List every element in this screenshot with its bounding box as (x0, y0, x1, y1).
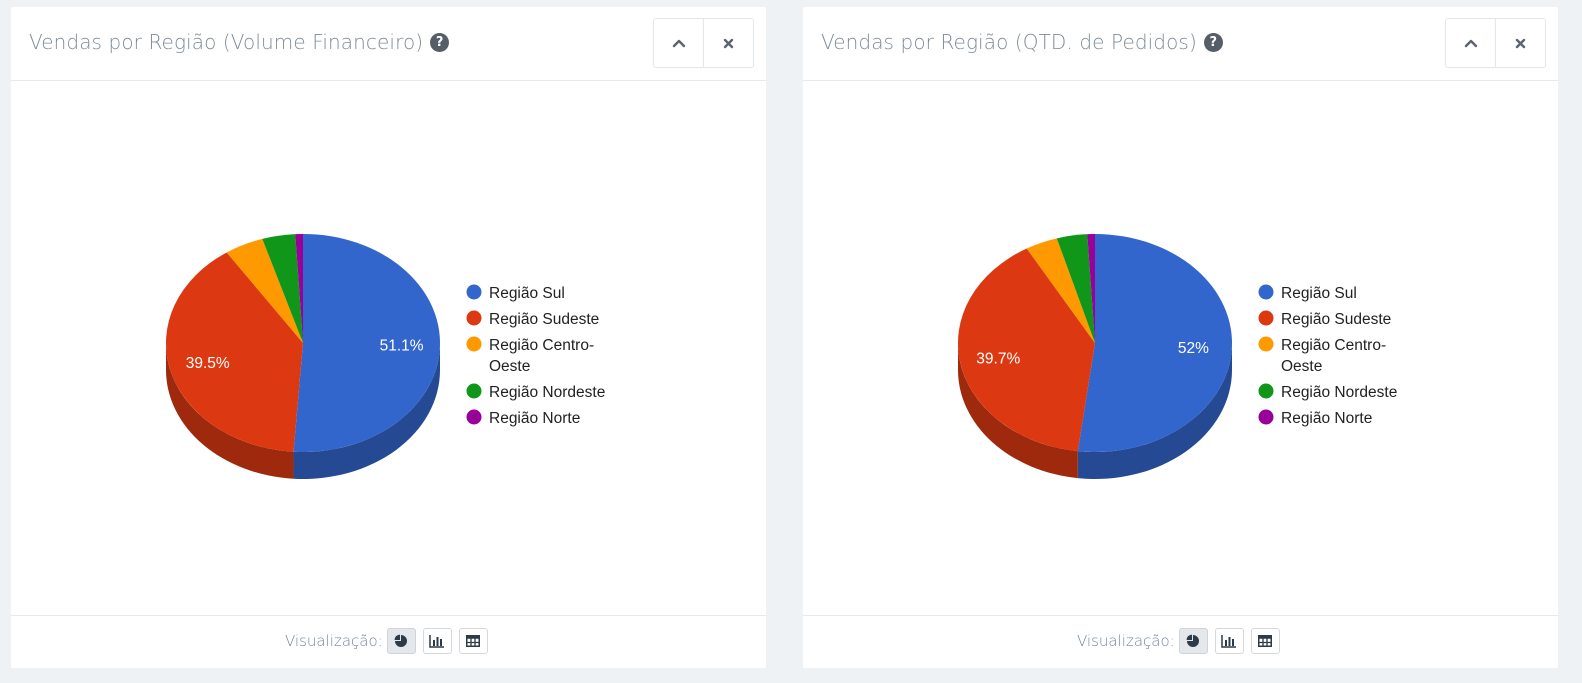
close-button[interactable] (703, 19, 753, 67)
table-view-button[interactable] (458, 628, 488, 654)
panel-title: Vendas por Região (QTD. de Pedidos) ? (821, 30, 1223, 54)
legend-label: Oeste (489, 358, 530, 375)
pie-slice-label: 52% (1178, 340, 1209, 357)
bar-chart-icon (1221, 635, 1237, 648)
close-icon (1515, 38, 1526, 48)
legend-label: Região Nordeste (489, 384, 605, 401)
help-icon[interactable]: ? (430, 32, 450, 52)
pie-slice-label: 39.5% (186, 355, 230, 372)
pie-chart-icon (1186, 634, 1200, 647)
legend-swatch (466, 284, 482, 300)
visualization-label: Visualização: (285, 632, 383, 650)
table-icon (466, 635, 481, 647)
legend-label: Região Norte (1281, 410, 1372, 427)
pie-view-button[interactable] (1178, 628, 1208, 654)
close-icon (723, 38, 734, 48)
pie-slice-centro-oeste[interactable] (1026, 238, 1095, 343)
panel-footer: Visualização: (11, 615, 766, 668)
panel-toolbox (653, 18, 754, 68)
pie-chart: 52% 39.7% Região Sul Região Sudeste Região C… (803, 82, 1558, 614)
pie-slice-side (1077, 343, 1232, 479)
panel-toolbox (1445, 18, 1546, 68)
pie-slice-sul[interactable] (1077, 234, 1232, 453)
table-view-button[interactable] (1250, 628, 1280, 654)
visualization-switcher: Visualização: (1077, 628, 1280, 654)
legend-swatch (466, 409, 482, 425)
panel-title: Vendas por Região (Volume Financeiro) ? (29, 30, 450, 54)
panel-title-text: Vendas por Região (QTD. de Pedidos) (821, 30, 1197, 54)
panel-qtd-pedidos: Vendas por Região (QTD. de Pedidos) ? 52… (803, 7, 1558, 668)
panel-volume-financeiro: Vendas por Região (Volume Financeiro) ? … (11, 7, 766, 668)
bar-view-button[interactable] (422, 628, 452, 654)
panel-footer: Visualização: (803, 615, 1558, 668)
legend-swatch (466, 310, 482, 326)
panel-header: Vendas por Região (QTD. de Pedidos) ? (803, 7, 1558, 81)
legend-label: Região Centro- (489, 337, 594, 354)
chart-legend: Região Sul Região Sudeste Região Centro- Oe… (1258, 284, 1397, 427)
pie-slice-norte[interactable] (295, 234, 303, 343)
table-icon (1258, 635, 1273, 647)
pie-slice-norte[interactable] (1087, 234, 1095, 343)
legend-swatch (466, 383, 482, 399)
legend-swatch (466, 336, 482, 352)
pie-slice-centro-oeste[interactable] (226, 238, 303, 343)
legend-swatch (1258, 336, 1274, 352)
pie-slice-nordeste[interactable] (1056, 234, 1095, 343)
pie-slice-sul[interactable] (293, 234, 440, 452)
chevron-up-icon (672, 39, 685, 48)
pie-chart-svg: 52% 39.7% Região Sul Região Sudeste Região C… (958, 234, 1397, 479)
chart-legend: Região Sul Região Sudeste Região Centro- Oe… (466, 284, 605, 427)
legend-label: Região Sudeste (489, 311, 599, 328)
pie-chart: 51.1% 39.5% Região Sul Região Sudeste Região… (11, 82, 766, 614)
pie-slice-side (293, 343, 440, 480)
legend-swatch (1258, 409, 1274, 425)
panel-title-text: Vendas por Região (Volume Financeiro) (29, 30, 424, 54)
panel-header: Vendas por Região (Volume Financeiro) ? (11, 7, 766, 81)
bar-view-button[interactable] (1214, 628, 1244, 654)
close-button[interactable] (1495, 19, 1545, 67)
pie-slice-label: 39.7% (976, 350, 1020, 367)
legend-swatch (1258, 310, 1274, 326)
legend-swatch (1258, 383, 1274, 399)
chevron-up-icon (1464, 39, 1477, 48)
pie-slice-sudeste[interactable] (165, 252, 303, 452)
bar-chart-icon (429, 635, 445, 648)
legend-label: Oeste (1281, 358, 1322, 375)
legend-label: Região Sul (489, 285, 565, 302)
visualization-switcher: Visualização: (285, 628, 488, 654)
collapse-button[interactable] (1446, 19, 1495, 67)
pie-slice-side (166, 343, 294, 479)
legend-label: Região Norte (489, 410, 580, 427)
visualization-label: Visualização: (1077, 632, 1175, 650)
legend-label: Região Sul (1281, 285, 1357, 302)
pie-slice-label: 51.1% (380, 338, 424, 355)
pie-view-button[interactable] (386, 628, 416, 654)
legend-label: Região Centro- (1281, 337, 1386, 354)
pie-chart-icon (394, 634, 408, 647)
collapse-button[interactable] (654, 19, 703, 67)
help-icon[interactable]: ? (1203, 32, 1223, 52)
pie-slice-nordeste[interactable] (262, 234, 303, 343)
legend-label: Região Sudeste (1281, 311, 1391, 328)
pie-slice-side (958, 343, 1078, 479)
legend-label: Região Nordeste (1281, 384, 1397, 401)
legend-swatch (1258, 284, 1274, 300)
pie-slice-sudeste[interactable] (958, 248, 1095, 452)
